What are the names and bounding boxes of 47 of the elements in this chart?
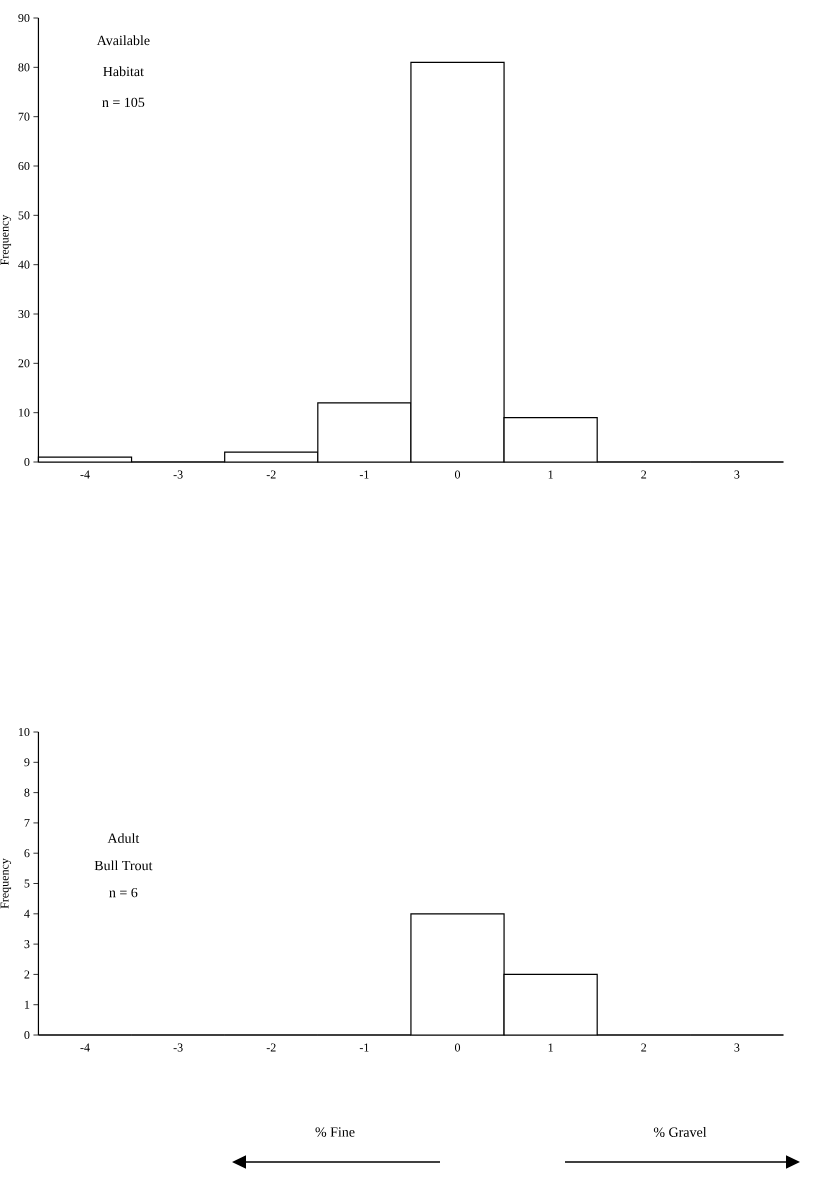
y-tick-label: 7 — [24, 818, 30, 827]
y-tick-label: 5 — [24, 879, 30, 888]
text: % Gravel — [653, 1127, 707, 1137]
x-tick-label: 3 — [734, 1043, 740, 1052]
x-tick-label: -2 — [266, 1043, 276, 1052]
y-tick-label: 40 — [18, 260, 30, 269]
x-tick-label: -1 — [359, 470, 369, 479]
y-tick-label: 10 — [18, 408, 30, 417]
x-tick-label: -4 — [80, 470, 90, 479]
y-tick-label: 0 — [24, 457, 30, 467]
x-tick-label: -4 — [80, 1043, 90, 1052]
x-tick-label: 0 — [454, 1043, 461, 1052]
y-tick-label: 80 — [18, 63, 30, 72]
y-tick-label: 6 — [24, 849, 30, 858]
y-tick-label: 10 — [18, 727, 30, 737]
y-tick-label: 8 — [24, 788, 30, 797]
annotation: Adult — [107, 833, 140, 843]
y-tick-label: 0 — [24, 1030, 30, 1040]
y-tick-label: 30 — [18, 309, 30, 319]
y-tick-label: 9 — [24, 758, 30, 767]
text: % Fine — [315, 1127, 355, 1137]
x-tick-label: -2 — [266, 470, 276, 479]
y-tick-label: 90 — [18, 13, 30, 23]
y-axis-title: Frequency — [0, 214, 12, 265]
x-tick-label: -3 — [173, 1043, 183, 1052]
y-tick-label: 70 — [18, 112, 30, 121]
annotation: Bull Trout — [94, 860, 153, 871]
x-tick-label: -3 — [173, 470, 183, 479]
annotation: Habitat — [103, 66, 144, 77]
y-tick-label: 4 — [24, 909, 30, 918]
x-tick-label: 0 — [454, 470, 461, 479]
annotation: Available — [96, 35, 150, 46]
y-tick-label: 60 — [18, 161, 30, 171]
y-tick-label: 50 — [18, 211, 30, 220]
x-tick-label: 1 — [548, 470, 553, 479]
x-tick-label: -1 — [359, 1043, 369, 1052]
y-tick-label: 1 — [24, 1000, 30, 1009]
y-tick-label: 2 — [24, 970, 30, 979]
x-tick-label: 3 — [734, 470, 740, 479]
annotation: n = 6 — [109, 887, 138, 898]
x-tick-label: 1 — [548, 1043, 553, 1052]
x-tick-label: 2 — [641, 470, 647, 479]
y-axis-title: Frequency — [0, 858, 12, 909]
y-tick-label: 20 — [18, 359, 30, 368]
y-tick-label: 3 — [24, 940, 30, 949]
x-tick-label: 2 — [641, 1043, 647, 1052]
annotation: n = 105 — [102, 97, 145, 108]
